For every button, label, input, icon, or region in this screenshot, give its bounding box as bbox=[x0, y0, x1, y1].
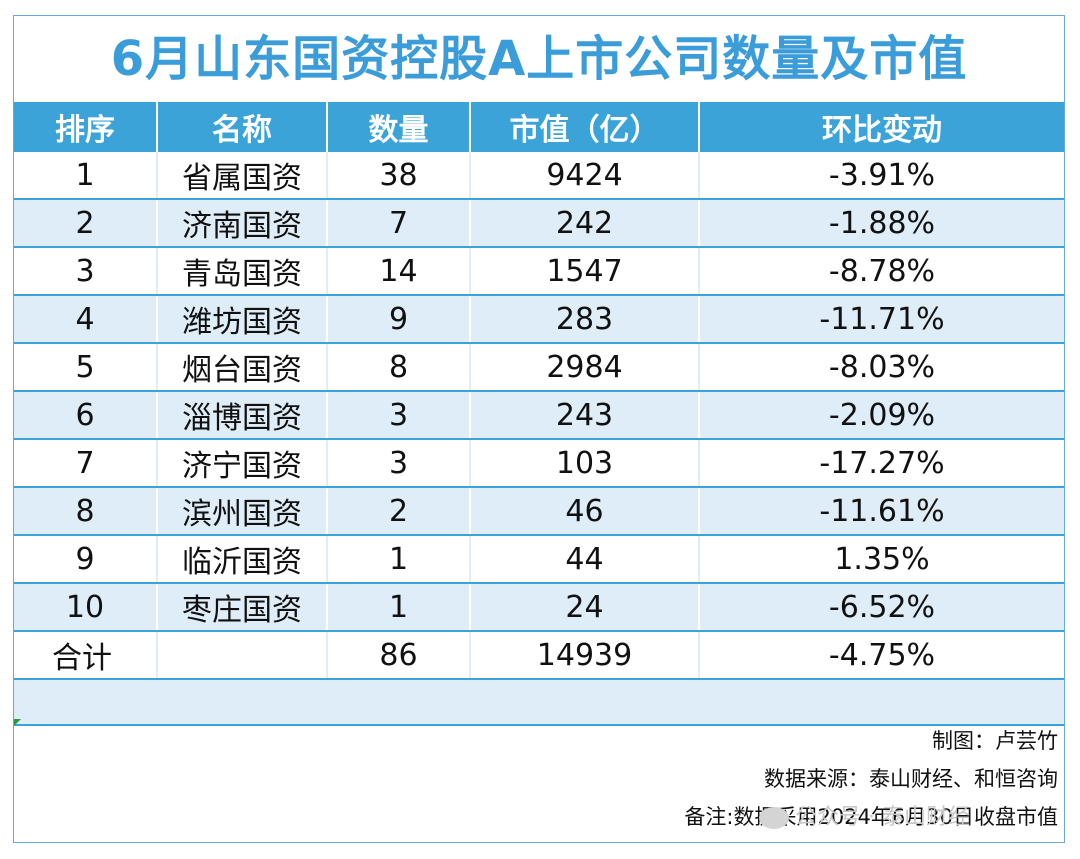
table-cell-change: -2.09% bbox=[699, 391, 1064, 440]
table-cell-change: 1.35% bbox=[699, 535, 1064, 584]
table-cell-rank: 10 bbox=[14, 583, 158, 632]
total-empty bbox=[157, 631, 328, 680]
total-value: 14939 bbox=[470, 631, 700, 680]
table-cell-value: 103 bbox=[470, 439, 700, 488]
table-cell-rank: 1 bbox=[14, 152, 158, 200]
cell-marker bbox=[14, 719, 21, 726]
table-cell-name: 省属国资 bbox=[157, 152, 328, 200]
table-cell-count: 2 bbox=[327, 487, 471, 536]
table-cell-value: 243 bbox=[470, 391, 700, 440]
table-cell-change: -11.61% bbox=[699, 487, 1064, 536]
watermark: 公众号 · 泰山财经 bbox=[759, 799, 970, 831]
table-card: 6月山东国资控股A上市公司数量及市值 排序 名称 数量 市值（亿） 环比变动 1… bbox=[13, 15, 1065, 843]
column-header: 市值（亿） bbox=[470, 102, 700, 152]
table-cell-change: -8.78% bbox=[699, 247, 1064, 296]
data-note: 备注:数据采用2024年6月30日收盘市值 bbox=[684, 805, 1058, 829]
table-cell-value: 24 bbox=[470, 583, 700, 632]
column-header: 环比变动 bbox=[699, 102, 1064, 152]
table-cell-change: -3.91% bbox=[699, 152, 1064, 200]
page-title: 6月山东国资控股A上市公司数量及市值 bbox=[110, 31, 968, 87]
table-cell-rank: 6 bbox=[14, 391, 158, 440]
total-count: 86 bbox=[327, 631, 471, 680]
table-cell-name: 烟台国资 bbox=[157, 343, 328, 392]
table-cell-change: -6.52% bbox=[699, 583, 1064, 632]
total-row: 合计 86 14939 -4.75% bbox=[14, 631, 1064, 680]
table-cell-value: 44 bbox=[470, 535, 700, 584]
table-cell-count: 3 bbox=[327, 439, 471, 488]
column-header: 排序 bbox=[14, 102, 158, 152]
table-row: 2 济南国资 7 242 -1.88% bbox=[14, 199, 1064, 248]
table-cell-rank: 3 bbox=[14, 247, 158, 296]
column-header: 名称 bbox=[157, 102, 328, 152]
table-row: 3 青岛国资 14 1547 -8.78% bbox=[14, 247, 1064, 296]
table-cell-name: 枣庄国资 bbox=[157, 583, 328, 632]
table-cell-name: 临沂国资 bbox=[157, 535, 328, 584]
watermark-text: 公众号 · 泰山财经 bbox=[795, 805, 970, 830]
table-cell-count: 1 bbox=[327, 535, 471, 584]
table-cell-count: 9 bbox=[327, 295, 471, 344]
table-row: 5 烟台国资 8 2984 -8.03% bbox=[14, 343, 1064, 392]
wechat-icon bbox=[759, 807, 789, 829]
table-row: 8 滨州国资 2 46 -11.61% bbox=[14, 487, 1064, 536]
table-cell-change: -17.27% bbox=[699, 439, 1064, 488]
table-row: 6 淄博国资 3 243 -2.09% bbox=[14, 391, 1064, 440]
table-cell-name: 潍坊国资 bbox=[157, 295, 328, 344]
data-table: 排序 名称 数量 市值（亿） 环比变动 1 省属国资 38 9424 -3.91% 2 济南… bbox=[14, 102, 1064, 726]
table-row: 10 枣庄国资 1 24 -6.52% bbox=[14, 583, 1064, 632]
table-cell-value: 1547 bbox=[470, 247, 700, 296]
table-cell-change: -1.88% bbox=[699, 199, 1064, 248]
table-cell-name: 淄博国资 bbox=[157, 391, 328, 440]
blank-cell bbox=[14, 679, 1064, 726]
header-row: 排序 名称 数量 市值（亿） 环比变动 bbox=[14, 102, 1064, 152]
table-cell-value: 2984 bbox=[470, 343, 700, 392]
table-cell-count: 7 bbox=[327, 199, 471, 248]
total-change: -4.75% bbox=[699, 631, 1064, 680]
table-cell-rank: 5 bbox=[14, 343, 158, 392]
blank-row bbox=[14, 679, 1064, 726]
table-cell-value: 283 bbox=[470, 295, 700, 344]
table-cell-rank: 8 bbox=[14, 487, 158, 536]
table-cell-value: 46 bbox=[470, 487, 700, 536]
table-cell-value: 9424 bbox=[470, 152, 700, 200]
table-cell-name: 济南国资 bbox=[157, 199, 328, 248]
table-cell-count: 14 bbox=[327, 247, 471, 296]
total-label: 合计 bbox=[14, 631, 158, 680]
table-cell-count: 3 bbox=[327, 391, 471, 440]
table-row: 4 潍坊国资 9 283 -11.71% bbox=[14, 295, 1064, 344]
table-cell-rank: 7 bbox=[14, 439, 158, 488]
table-row: 1 省属国资 38 9424 -3.91% bbox=[14, 152, 1064, 200]
table-cell-count: 1 bbox=[327, 583, 471, 632]
footer-notes: 制图：卢芸竹 数据来源：泰山财经、和恒咨询 备注:数据采用2024年6月30日收… bbox=[684, 722, 1058, 836]
table-cell-rank: 9 bbox=[14, 535, 158, 584]
data-source: 数据来源：泰山财经、和恒咨询 bbox=[764, 767, 1058, 791]
table-cell-change: -8.03% bbox=[699, 343, 1064, 392]
table-cell-name: 济宁国资 bbox=[157, 439, 328, 488]
table-row: 7 济宁国资 3 103 -17.27% bbox=[14, 439, 1064, 488]
table-cell-change: -11.71% bbox=[699, 295, 1064, 344]
table-row: 9 临沂国资 1 44 1.35% bbox=[14, 535, 1064, 584]
table-cell-count: 8 bbox=[327, 343, 471, 392]
table-cell-rank: 4 bbox=[14, 295, 158, 344]
table-cell-count: 38 bbox=[327, 152, 471, 200]
table-cell-name: 滨州国资 bbox=[157, 487, 328, 536]
chart-credit: 制图：卢芸竹 bbox=[932, 729, 1058, 753]
table-cell-value: 242 bbox=[470, 199, 700, 248]
column-header: 数量 bbox=[327, 102, 471, 152]
table-cell-rank: 2 bbox=[14, 199, 158, 248]
table-cell-name: 青岛国资 bbox=[157, 247, 328, 296]
